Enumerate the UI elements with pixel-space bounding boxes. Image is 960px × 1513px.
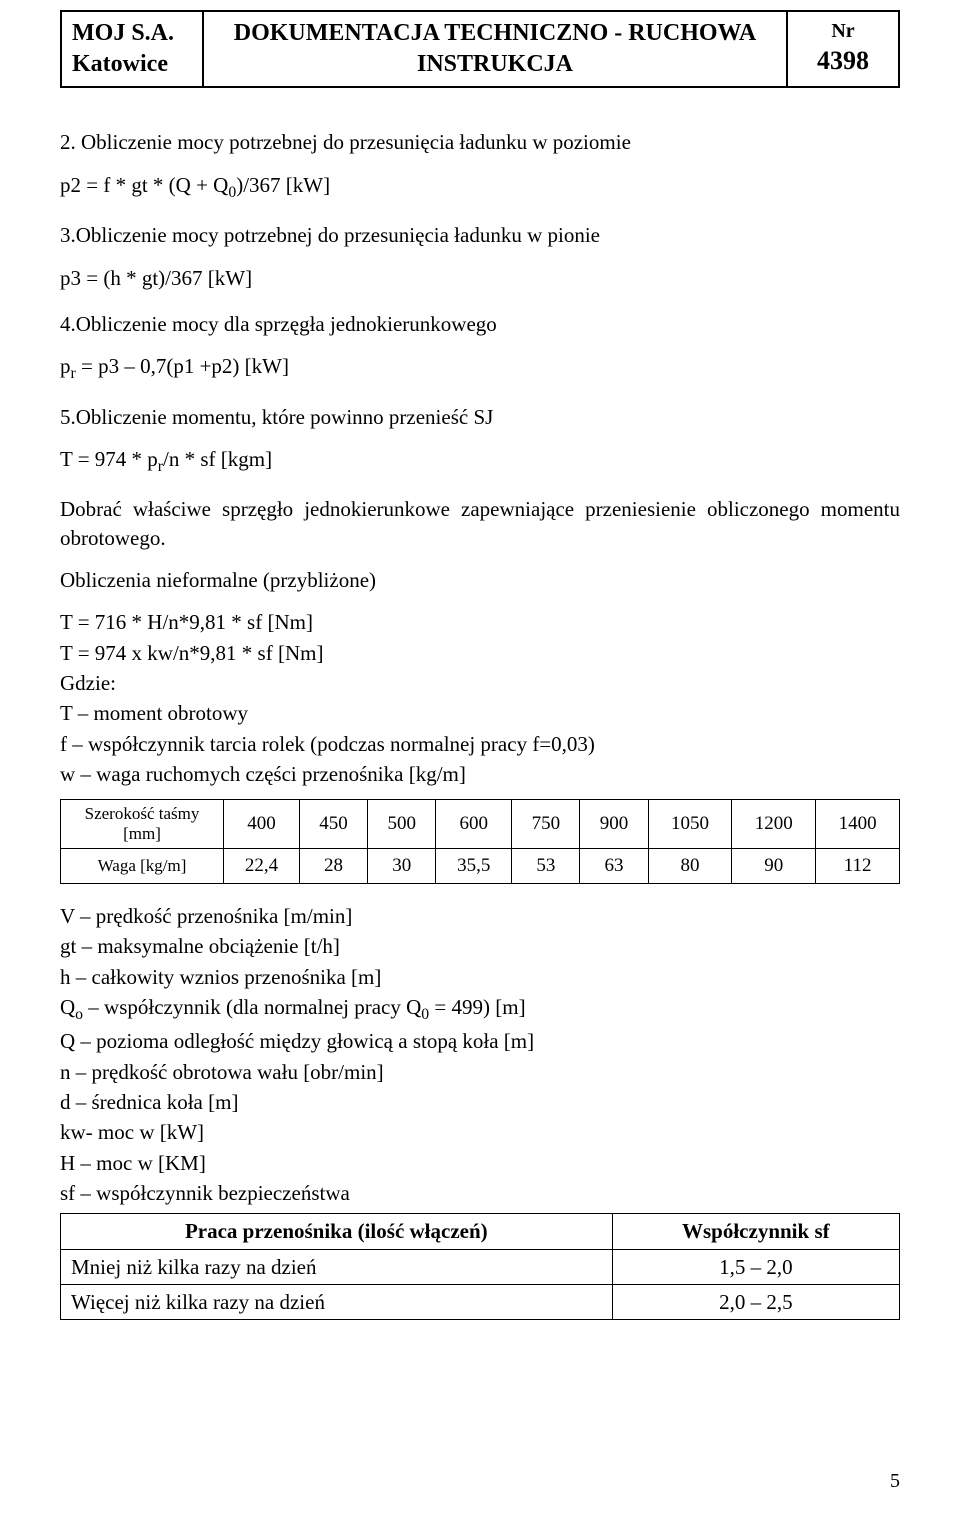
cell: 1050 [648,799,732,849]
def-l2: gt – maksymalne obciążenie [t/h] [60,932,900,960]
sf-coefficient-table: Praca przenośnika (ilość włączeń) Współc… [60,1213,900,1320]
section-2-formula: p2 = f * gt * (Q + Q0)/367 [kW] [60,171,900,203]
title-line2: INSTRUKCJA [417,51,573,77]
def-l5: Q – pozioma odległość między głowicą a s… [60,1027,900,1055]
cell: 112 [816,849,900,884]
row1-label: Szerokość taśmy [mm] [61,799,224,849]
sf-r2c2: 2,0 – 2,5 [612,1285,899,1320]
title-line1: DOKUMENTACJA TECHNICZNO - RUCHOWA [234,20,756,46]
cell: 400 [224,799,300,849]
nr-label: Nr [831,20,854,42]
header-title: DOKUMENTACJA TECHNICZNO - RUCHOWA INSTRU… [203,11,787,87]
def-l6: n – prędkość obrotowa wału [obr/min] [60,1058,900,1086]
approx-block: T = 716 * H/n*9,81 * sf [Nm] T = 974 x k… [60,608,900,788]
cell: 450 [299,799,367,849]
def-l4-sub: o [75,1006,83,1023]
approx-l3: Gdzie: [60,669,900,697]
sf-r1c1: Mniej niż kilka razy na dzień [61,1249,613,1284]
formula-pre: p [60,354,71,378]
cell: 80 [648,849,732,884]
section-5-title: 5.Obliczenie momentu, które powinno prze… [60,403,900,431]
def-l1: V – prędkość przenośnika [m/min] [60,902,900,930]
cell: 28 [299,849,367,884]
sf-h1: Praca przenośnika (ilość włączeń) [61,1214,613,1249]
table-row: Więcej niż kilka razy na dzień 2,0 – 2,5 [61,1285,900,1320]
cell: 500 [368,799,436,849]
section-4-formula: pr = p3 – 0,7(p1 +p2) [kW] [60,352,900,384]
table-row: Mniej niż kilka razy na dzień 1,5 – 2,0 [61,1249,900,1284]
def-l4: Qo – współczynnik (dla normalnej pracy Q… [60,993,900,1025]
cell: 53 [512,849,580,884]
sf-r1c2: 1,5 – 2,0 [612,1249,899,1284]
section-4-title: 4.Obliczenie mocy dla sprzęgła jednokier… [60,310,900,338]
section-3-title: 3.Obliczenie mocy potrzebnej do przesuni… [60,221,900,249]
cell: 1400 [816,799,900,849]
document-body: 2. Obliczenie mocy potrzebnej do przesun… [60,128,900,1320]
header-number: Nr 4398 [787,11,899,87]
section-2-title: 2. Obliczenie mocy potrzebnej do przesun… [60,128,900,156]
nr-value: 4398 [817,46,869,75]
formula-pre: T = 974 * p [60,447,158,471]
section-5-formula: T = 974 * pr/n * sf [kgm] [60,445,900,477]
def-l4-mid: – współczynnik (dla normalnej pracy Q [83,995,421,1019]
approx-l4: T – moment obrotowy [60,699,900,727]
formula-post: )/367 [kW] [236,173,330,197]
sf-h2: Współczynnik sf [612,1214,899,1249]
def-l3: h – całkowity wznios przenośnika [m] [60,963,900,991]
sf-r2c1: Więcej niż kilka razy na dzień [61,1285,613,1320]
page-number: 5 [890,1470,900,1493]
def-l4-sub2: 0 [421,1006,429,1023]
company-line1: MOJ S.A. [72,20,174,46]
formula-post: = p3 – 0,7(p1 +p2) [kW] [76,354,289,378]
approx-l1: T = 716 * H/n*9,81 * sf [Nm] [60,608,900,636]
def-l7: d – średnica koła [m] [60,1088,900,1116]
cell: 30 [368,849,436,884]
def-l4-post: = 499) [m] [429,995,525,1019]
header-company: MOJ S.A. Katowice [61,11,203,87]
cell: 1200 [732,799,816,849]
approx-l6: w – waga ruchomych części przenośnika [k… [60,760,900,788]
company-line2: Katowice [72,51,168,77]
section-3-formula: p3 = (h * gt)/367 [kW] [60,264,900,292]
def-l4-pre: Q [60,995,75,1019]
def-l10: sf – współczynnik bezpieczeństwa [60,1179,900,1207]
row2-label: Waga [kg/m] [61,849,224,884]
cell: 600 [436,799,512,849]
table-row: Waga [kg/m] 22,4 28 30 35,5 53 63 80 90 … [61,849,900,884]
def-l9: H – moc w [KM] [60,1149,900,1177]
approx-l2: T = 974 x kw/n*9,81 * sf [Nm] [60,639,900,667]
cell: 90 [732,849,816,884]
formula-post: /n * sf [kgm] [163,447,272,471]
document-header: MOJ S.A. Katowice DOKUMENTACJA TECHNICZN… [60,10,900,88]
section-5-note: Dobrać właściwe sprzęgło jednokierunkowe… [60,495,900,552]
cell: 900 [580,799,648,849]
cell: 750 [512,799,580,849]
cell: 35,5 [436,849,512,884]
approx-l5: f – współczynnik tarcia rolek (podczas n… [60,730,900,758]
table-row: Szerokość taśmy [mm] 400 450 500 600 750… [61,799,900,849]
table-row: Praca przenośnika (ilość włączeń) Współc… [61,1214,900,1249]
cell: 63 [580,849,648,884]
definitions-block: V – prędkość przenośnika [m/min] gt – ma… [60,902,900,1208]
cell: 22,4 [224,849,300,884]
formula-pre: p2 = f * gt * (Q + Q [60,173,228,197]
approx-title: Obliczenia nieformalne (przybliżone) [60,566,900,594]
def-l8: kw- moc w [kW] [60,1118,900,1146]
belt-width-table: Szerokość taśmy [mm] 400 450 500 600 750… [60,799,900,884]
